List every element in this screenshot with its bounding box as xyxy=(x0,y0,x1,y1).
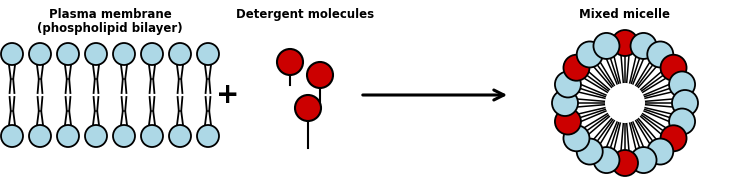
Circle shape xyxy=(648,41,673,67)
Circle shape xyxy=(669,108,695,134)
Circle shape xyxy=(577,41,603,67)
Circle shape xyxy=(631,33,656,59)
Circle shape xyxy=(113,125,135,147)
Circle shape xyxy=(593,147,620,173)
Circle shape xyxy=(277,49,303,75)
Circle shape xyxy=(612,30,638,56)
Circle shape xyxy=(295,95,321,121)
Circle shape xyxy=(564,125,589,151)
Circle shape xyxy=(564,55,589,81)
Circle shape xyxy=(57,43,79,65)
Circle shape xyxy=(661,125,686,151)
Circle shape xyxy=(197,125,219,147)
Circle shape xyxy=(29,43,51,65)
Text: Plasma membrane: Plasma membrane xyxy=(49,8,171,21)
Circle shape xyxy=(648,138,673,164)
Circle shape xyxy=(661,55,686,81)
Text: Mixed micelle: Mixed micelle xyxy=(579,8,670,21)
Circle shape xyxy=(169,125,191,147)
Circle shape xyxy=(605,83,645,123)
Circle shape xyxy=(555,108,581,134)
Circle shape xyxy=(631,147,656,173)
Circle shape xyxy=(672,90,698,116)
Circle shape xyxy=(577,138,603,164)
Text: Detergent molecules: Detergent molecules xyxy=(236,8,374,21)
Circle shape xyxy=(552,90,578,116)
Circle shape xyxy=(29,125,51,147)
Circle shape xyxy=(169,43,191,65)
Circle shape xyxy=(307,62,333,88)
Circle shape xyxy=(85,125,107,147)
Circle shape xyxy=(612,150,638,176)
Circle shape xyxy=(141,43,163,65)
Circle shape xyxy=(555,71,581,97)
Circle shape xyxy=(593,33,620,59)
Text: (phospholipid bilayer): (phospholipid bilayer) xyxy=(37,22,183,35)
Circle shape xyxy=(57,125,79,147)
Text: +: + xyxy=(216,81,240,109)
Circle shape xyxy=(1,125,23,147)
Circle shape xyxy=(141,125,163,147)
Circle shape xyxy=(669,71,695,97)
Circle shape xyxy=(85,43,107,65)
Circle shape xyxy=(113,43,135,65)
Circle shape xyxy=(197,43,219,65)
Circle shape xyxy=(1,43,23,65)
